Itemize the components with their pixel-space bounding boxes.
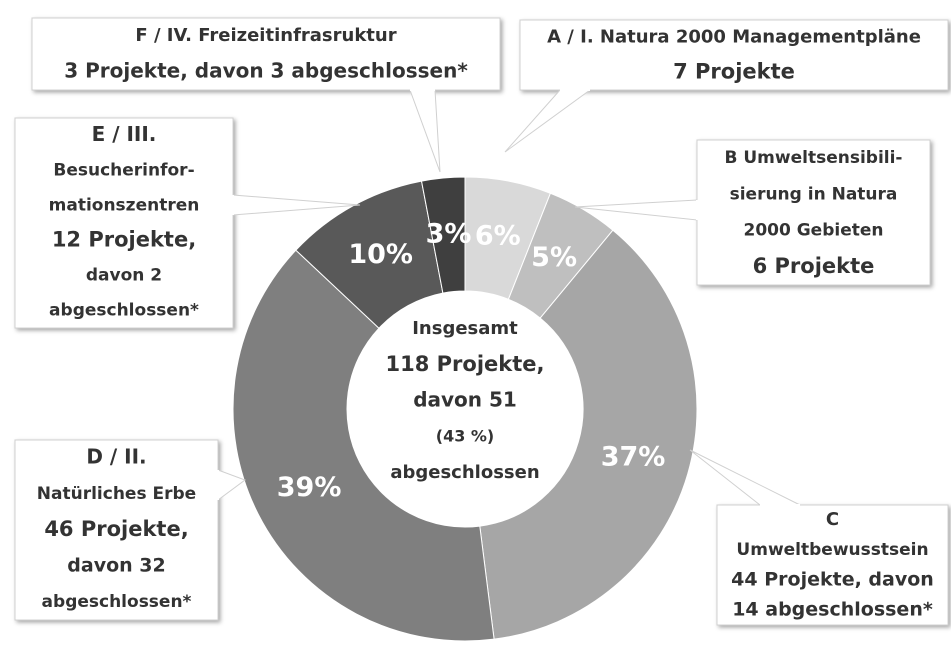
callout-text: davon 2 (86, 266, 162, 286)
callout-text: 6 Projekte (753, 254, 875, 278)
callout-pointer (409, 89, 441, 173)
value-label: 10% (348, 239, 413, 270)
callout-text: Umweltbewusstsein (736, 540, 928, 560)
callout-text: abgeschlossen* (42, 592, 192, 612)
callout: D / II. Natürliches Erbe 46 Projekte, davon… (14, 439, 247, 621)
callout: B Umweltsensibili-sierung in Natura 2000 … (574, 139, 931, 286)
callout-text: E / III. (92, 122, 157, 146)
callout: A / I. Natura 2000 Managementpläne 7 Proj… (504, 19, 949, 153)
callout-box (31, 17, 501, 91)
callout-text: 12 Projekte, (52, 228, 196, 252)
donut-slice (479, 229, 698, 640)
callout-text: 14 abgeschlossen* (732, 599, 933, 621)
center-text: abgeschlossen (390, 462, 539, 483)
value-label: 3% (426, 218, 472, 249)
center-text: (43 %) (436, 427, 495, 446)
callout-pointer (689, 449, 801, 506)
callout-box (519, 19, 949, 91)
callout-pointer (504, 89, 592, 153)
center-text: 118 Projekte, (386, 352, 545, 376)
donut: 6% 5% 37% 39% 10% 3% (232, 176, 698, 642)
callout-text: A / I. Natura 2000 Managementpläne (547, 27, 921, 48)
callout: E / III. Besucherinfor-mationszentren 12 P… (14, 117, 361, 329)
center-text: Insgesamt (412, 318, 518, 339)
callout-box (14, 439, 219, 621)
callout-text: sierung in Natura (730, 184, 898, 204)
callout-pointer (217, 469, 247, 501)
callout-box (696, 139, 931, 286)
callout-box (716, 504, 949, 626)
callout-text: 44 Projekte, davon (731, 569, 934, 591)
callout-text: davon 32 (67, 555, 165, 577)
callout-text: D / II. (86, 445, 146, 469)
callout-text: mationszentren (49, 196, 200, 216)
value-label: 37% (601, 441, 666, 472)
callout-pointer (232, 194, 361, 216)
callout-text: 46 Projekte, (44, 517, 188, 541)
callout-box (14, 117, 234, 329)
callout-text: Natürliches Erbe (37, 484, 196, 504)
callout-text: 7 Projekte (673, 60, 795, 84)
value-label: 5% (531, 242, 577, 273)
donut-slice (420, 176, 466, 294)
callout-text: C (826, 509, 839, 530)
center-text: davon 51 (413, 388, 517, 412)
callout-text: B Umweltsensibili- (725, 148, 903, 168)
value-label: 39% (277, 472, 342, 503)
callout: C Umweltbewusstsein 44 Projekte, davon 14 a… (689, 449, 949, 626)
callout-text: abgeschlossen* (49, 301, 199, 321)
donut-slice (232, 249, 495, 642)
callout-text: F / IV. Freizeitinfrasruktur (135, 25, 396, 46)
callout-text: 3 Projekte, davon 3 abgeschlossen* (64, 59, 468, 83)
callout: F / IV. Freizeitinfrasruktur 3 Projekte, … (31, 17, 501, 173)
callout-text: Besucherinfor- (53, 161, 194, 181)
value-label: 6% (475, 221, 521, 252)
callout-text: 2000 Gebieten (743, 221, 883, 241)
